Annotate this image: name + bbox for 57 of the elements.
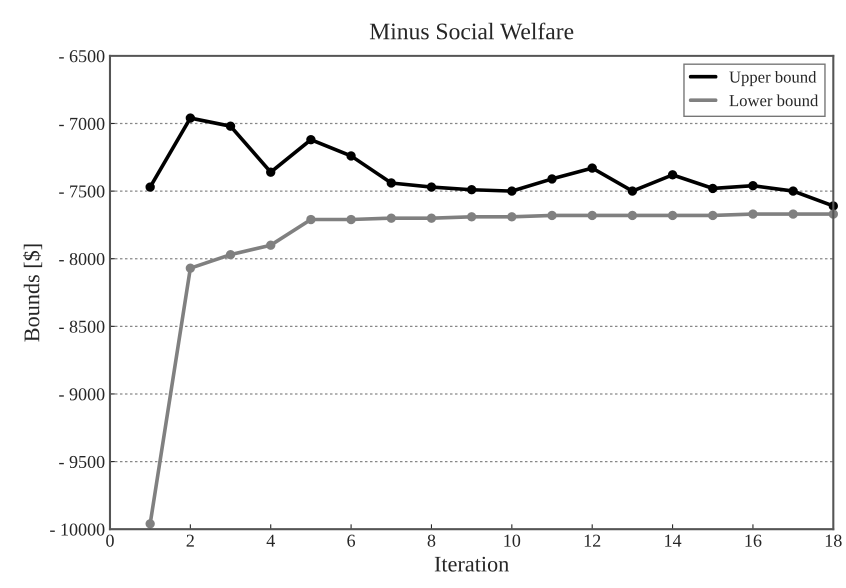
point <box>266 240 276 250</box>
chart-title: Minus Social Welfare <box>370 22 574 40</box>
x-tick-label: 4 <box>266 534 275 547</box>
x-tick-label: 12 <box>584 534 600 547</box>
y-tick-label: - 8500 <box>59 320 104 333</box>
point <box>748 181 758 190</box>
point <box>386 213 396 223</box>
point <box>668 170 678 180</box>
y-tick-label: - 7500 <box>59 185 104 198</box>
point <box>628 210 638 220</box>
point <box>346 151 356 161</box>
point <box>547 174 557 184</box>
point <box>145 519 155 528</box>
x-tick-label: 6 <box>347 534 356 547</box>
point <box>426 213 436 223</box>
point <box>466 212 476 222</box>
point <box>507 212 517 222</box>
point <box>507 186 517 196</box>
legend-label: Lower bound <box>729 94 818 106</box>
point <box>547 210 557 220</box>
point <box>346 214 356 224</box>
point <box>386 178 396 188</box>
point <box>588 210 597 220</box>
point <box>226 122 236 131</box>
point <box>266 167 276 177</box>
y-tick-label: - 8000 <box>59 252 104 266</box>
point <box>466 185 476 194</box>
y-tick-label: - 10000 <box>50 523 104 536</box>
point <box>628 186 638 196</box>
point <box>668 210 678 220</box>
point <box>186 264 196 273</box>
point <box>748 209 758 219</box>
y-tick-label: - 9000 <box>59 388 104 400</box>
point <box>186 113 196 123</box>
y-tick-label: - 7000 <box>59 118 104 130</box>
point <box>226 250 236 260</box>
point <box>588 163 597 173</box>
x-tick-label: 16 <box>746 534 762 547</box>
point <box>426 182 436 192</box>
x-tick-label: 10 <box>504 534 520 547</box>
legend-label: Upper bound <box>729 70 816 86</box>
point <box>788 186 798 196</box>
y-tick-label: - 6500 <box>59 50 104 62</box>
point <box>708 184 718 194</box>
y-tick-label: - 9500 <box>59 456 104 468</box>
x-tick-label: 2 <box>186 534 194 547</box>
x-tick-label: 0 <box>106 534 114 547</box>
point <box>145 182 155 192</box>
x-tick-label: 8 <box>428 534 436 547</box>
x-axis-title: Iteration <box>434 556 509 572</box>
point <box>708 210 718 220</box>
x-tick-label: 14 <box>665 534 682 547</box>
x-tick-label: 18 <box>826 534 842 547</box>
y-axis-title: Bounds [$] <box>23 244 42 342</box>
point <box>788 209 798 219</box>
point <box>306 214 316 224</box>
point <box>306 135 316 144</box>
